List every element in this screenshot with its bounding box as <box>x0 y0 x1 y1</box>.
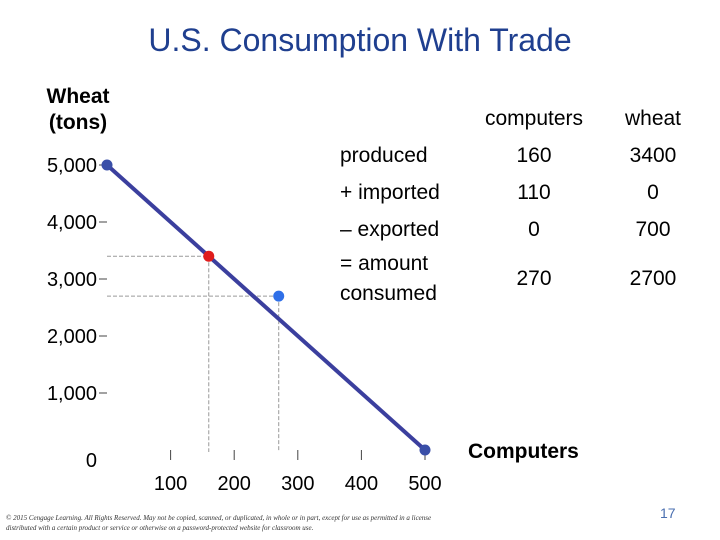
cell-computers: 270 <box>516 267 552 290</box>
guide-lines <box>107 255 280 452</box>
x-tick-label: 200 <box>218 473 251 495</box>
x-tick-label: 300 <box>281 473 314 495</box>
cell-wheat: 2700 <box>629 267 677 290</box>
row-label: – exported <box>340 217 440 241</box>
data-points <box>101 159 431 456</box>
x-axis-label: Computers <box>468 440 579 463</box>
x-tick-label: 500 <box>408 473 441 495</box>
x-tick-label: 100 <box>154 473 187 495</box>
y-axis-label: Wheat (tons) <box>46 85 110 134</box>
page-number: 17 <box>660 505 676 521</box>
cell-computers: 110 <box>517 180 551 204</box>
table-header-row: computers wheat <box>334 100 702 137</box>
table-row: + imported 110 0 <box>334 174 702 211</box>
table-row: produced 160 3400 <box>334 137 702 174</box>
copyright-footer: © 2015 Cengage Learning. All Rights Rese… <box>6 514 432 532</box>
ppf-endpoint-computers <box>419 444 431 456</box>
y-tick-label: 1,000 <box>47 383 97 405</box>
page-title: U.S. Consumption With Trade <box>148 22 572 58</box>
y-tick-label: 3,000 <box>47 269 97 291</box>
y-tick-label: 4,000 <box>47 212 97 234</box>
table-row: = amount consumed 270 2700 <box>334 248 702 310</box>
row-label: + imported <box>340 180 440 204</box>
cell-computers: 0 <box>528 217 540 241</box>
x-tick-label: 400 <box>345 473 378 495</box>
header-wheat: wheat <box>624 106 682 130</box>
row-label: produced <box>340 143 428 167</box>
ppf-series <box>105 163 427 452</box>
tick-labels: 5,000 4,000 3,000 2,000 1,000 0 100 200 300 400 50… <box>47 155 442 495</box>
table-row: – exported 0 700 <box>334 211 702 248</box>
y-tick-label: 5,000 <box>47 155 97 177</box>
cell-computers: 160 <box>516 143 552 167</box>
ppf-endpoint-wheat <box>101 159 113 171</box>
cell-wheat: 0 <box>647 180 659 204</box>
consumption-point <box>273 290 285 302</box>
y-tick-label: 0 <box>86 450 97 472</box>
trade-table: computers wheat produced 160 3400 + impo… <box>334 100 702 310</box>
row-label: = amount consumed <box>340 252 437 305</box>
production-point <box>203 250 215 262</box>
cell-wheat: 700 <box>635 217 671 241</box>
y-tick-label: 2,000 <box>47 326 97 348</box>
header-computers: computers <box>484 106 584 130</box>
cell-wheat: 3400 <box>629 143 677 167</box>
ppf-line <box>105 163 427 452</box>
